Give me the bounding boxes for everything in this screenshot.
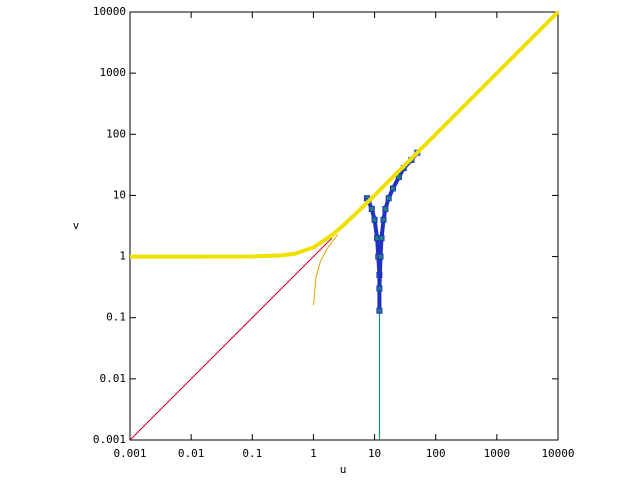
point — [368, 205, 375, 212]
series-line — [129, 237, 333, 441]
y-tick-label: 10000 — [93, 5, 126, 18]
x-tick-label: 1 — [310, 447, 317, 460]
point — [376, 307, 383, 314]
y-tick-label: 1 — [119, 250, 126, 263]
point — [377, 253, 384, 260]
plot-frame — [129, 11, 559, 441]
y-tick-label: 0.001 — [93, 433, 126, 446]
point — [376, 285, 383, 292]
point — [389, 185, 396, 192]
x-tick-label: 0.001 — [113, 447, 146, 460]
point — [385, 195, 392, 202]
point — [382, 205, 389, 212]
y-tick-label: 10 — [113, 188, 126, 201]
x-tick-label: 10000 — [541, 447, 574, 460]
point — [380, 216, 387, 223]
series-line — [312, 234, 339, 306]
x-tick-label: 0.01 — [178, 447, 205, 460]
point — [395, 174, 402, 181]
x-tick-label: 0.1 — [242, 447, 262, 460]
point — [378, 235, 385, 242]
series-line — [130, 10, 560, 259]
y-tick-label: 100 — [106, 127, 126, 140]
y-tick-label: 0.1 — [106, 311, 126, 324]
x-tick-label: 100 — [426, 447, 446, 460]
point — [371, 216, 378, 223]
x-tick-label: 1000 — [484, 447, 511, 460]
x-tick-label: 10 — [368, 447, 381, 460]
y-tick-label: 0.01 — [100, 372, 127, 385]
x-axis-label: u — [340, 463, 347, 476]
y-axis-label: v — [73, 219, 80, 232]
y-tick-label: 1000 — [100, 66, 127, 79]
